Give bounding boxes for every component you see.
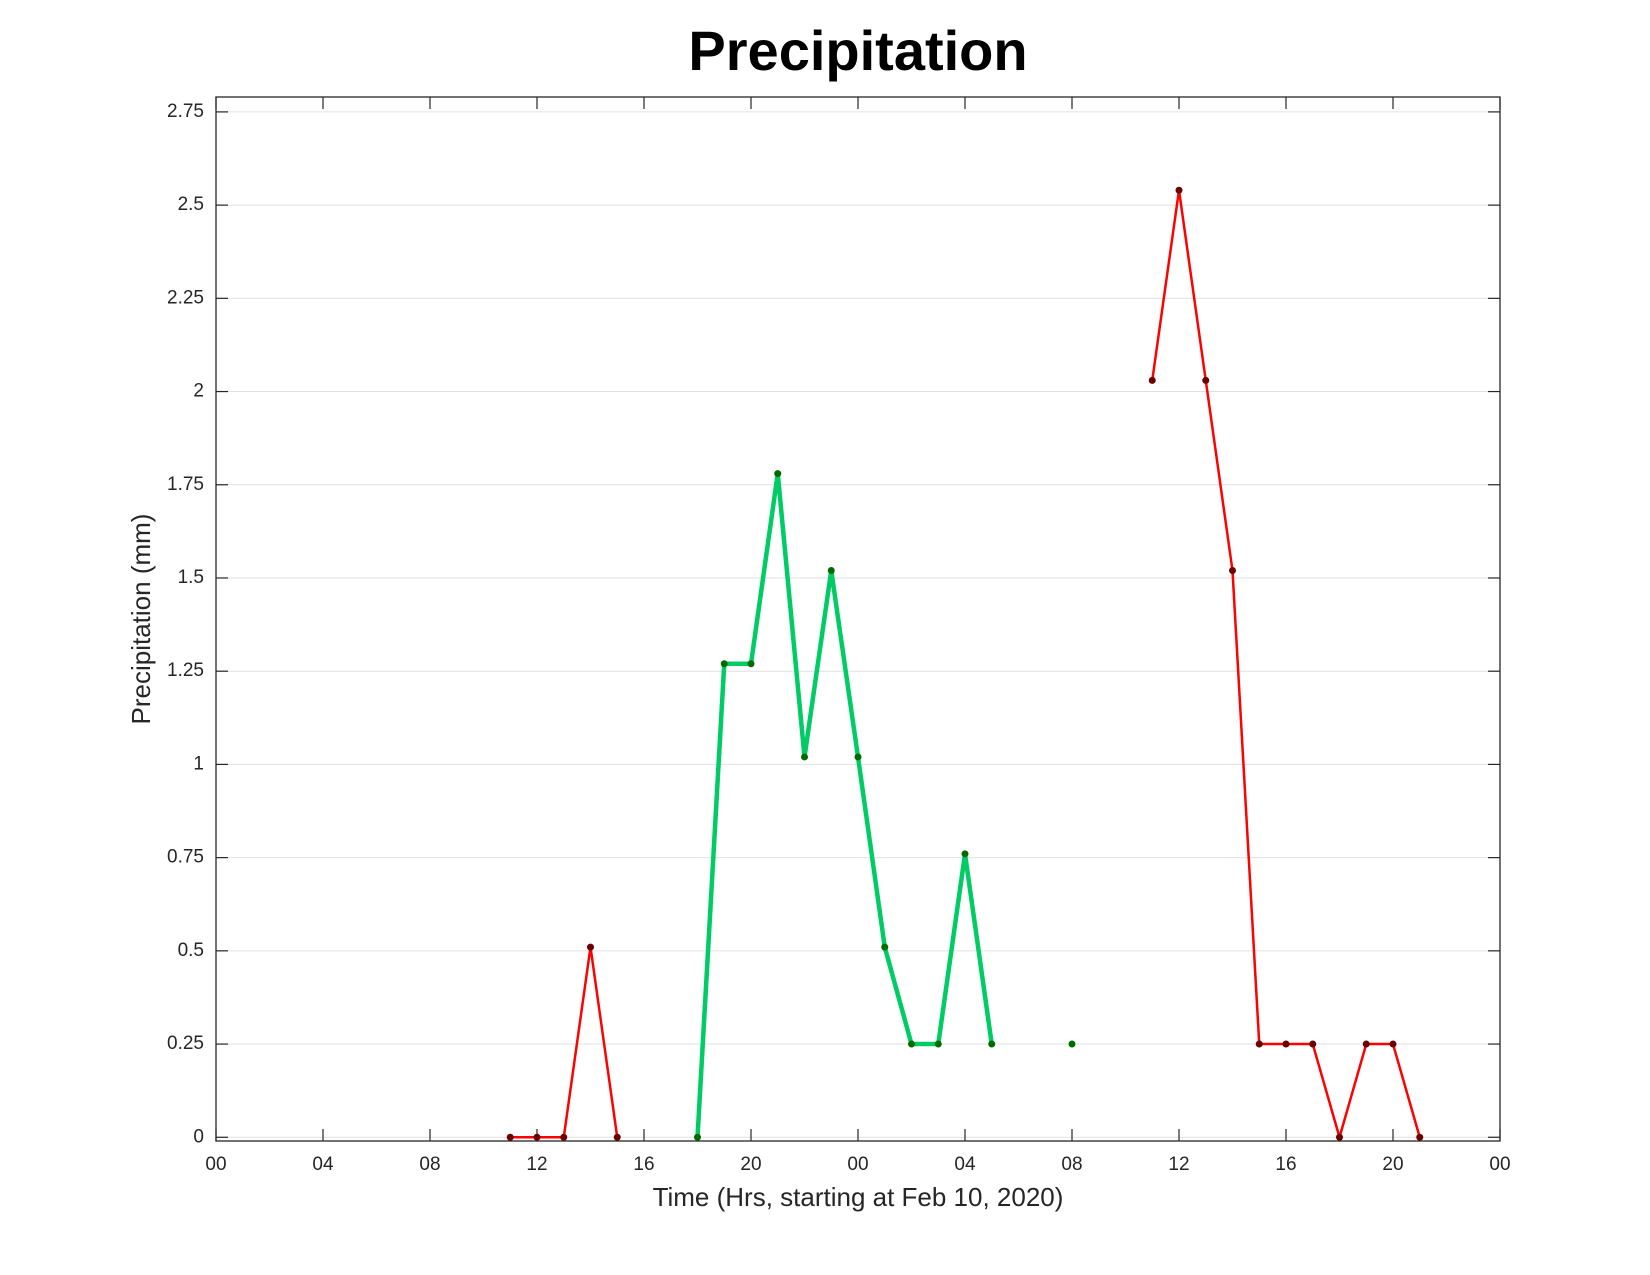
x-tick-label: 12	[1168, 1154, 1189, 1175]
x-tick-label: 16	[1275, 1154, 1296, 1175]
y-tick-label: 0.75	[167, 847, 204, 868]
data-point	[1148, 376, 1156, 384]
y-tick-label: 2.25	[167, 287, 204, 308]
data-point	[1282, 1040, 1290, 1048]
x-axis-label: Time (Hrs, starting at Feb 10, 2020)	[653, 1182, 1064, 1212]
x-tick-label: 16	[633, 1154, 654, 1175]
data-point	[747, 660, 755, 668]
data-point	[934, 1040, 942, 1048]
y-axis-label: Precipitation (mm)	[126, 514, 156, 725]
data-point	[506, 1133, 514, 1141]
data-point	[801, 753, 808, 761]
data-point	[881, 943, 889, 951]
data-point	[827, 567, 835, 575]
data-point	[854, 753, 862, 761]
series-line	[695, 471, 994, 1138]
x-tick-label: 00	[205, 1154, 226, 1175]
y-tick-label: 2	[193, 381, 204, 402]
x-tick-label: 20	[740, 1154, 761, 1175]
y-tick-label: 1.75	[167, 474, 204, 495]
data-point	[560, 1133, 568, 1141]
x-tick-label: 00	[847, 1154, 868, 1175]
x-tick-label: 04	[312, 1154, 334, 1175]
x-tick-label: 12	[526, 1154, 547, 1175]
data-point	[1389, 1040, 1397, 1048]
y-tick-label: 2.5	[178, 194, 204, 215]
axes-box	[215, 96, 1501, 1142]
data-point	[1229, 567, 1236, 575]
x-tick-label: 00	[1489, 1154, 1510, 1175]
y-tick-label: 1.25	[167, 660, 204, 681]
x-tick-label: 08	[419, 1154, 440, 1175]
x-tick-label: 08	[1061, 1154, 1082, 1175]
x-tick-label: 20	[1382, 1154, 1403, 1175]
x-tick-label: 04	[954, 1154, 976, 1175]
data-point	[988, 1040, 996, 1048]
data-point	[1068, 1040, 1076, 1048]
data-point	[908, 1040, 915, 1048]
data-point	[1416, 1133, 1424, 1141]
data-point	[694, 1133, 701, 1141]
chart-title: Precipitation	[688, 19, 1027, 82]
data-point	[1362, 1040, 1370, 1048]
data-point	[587, 943, 594, 951]
y-tick-label: 0.5	[178, 940, 204, 961]
data-point	[774, 470, 782, 478]
data-point	[1336, 1133, 1343, 1141]
y-tick-label: 0	[193, 1126, 204, 1147]
data-point	[1255, 1040, 1263, 1048]
y-tick-label: 0.25	[167, 1033, 204, 1054]
y-tick-label: 1.5	[178, 567, 204, 588]
data-point	[533, 1133, 541, 1141]
data-point	[1175, 186, 1183, 194]
data-point	[1202, 376, 1210, 384]
data-point	[613, 1133, 621, 1141]
y-tick-label: 1	[193, 753, 204, 774]
data-point	[1309, 1040, 1317, 1048]
y-tick-label: 2.75	[167, 101, 204, 122]
data-point	[720, 660, 728, 668]
data-point	[961, 850, 969, 858]
